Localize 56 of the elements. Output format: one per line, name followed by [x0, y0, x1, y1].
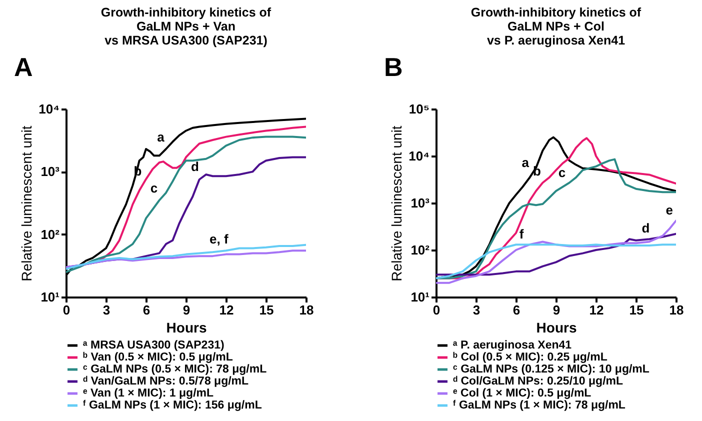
x-tick-label: 9: [182, 302, 190, 318]
legend-label: ᵇ Van (0.5 × MIC): 0.5 μg/mL: [83, 352, 233, 364]
x-axis-title: Hours: [166, 320, 207, 336]
text: B: [384, 52, 403, 82]
annotation: e, f: [210, 232, 229, 247]
legend-label: ᶠ GaLM NPs (1 × MIC): 156 μg/mL: [83, 400, 262, 412]
x-tick-label: 12: [219, 302, 234, 318]
line-series: [436, 244, 676, 280]
y-tick-label: 10¹: [40, 290, 60, 304]
y-tick-label: 10⁴: [408, 148, 430, 164]
x-tick-label: 18: [299, 302, 314, 318]
legend-label: ᶜ GaLM NPs (0.125 × MIC): 10 μg/mL: [453, 364, 650, 376]
line-series: [66, 250, 306, 268]
y-tick-label: 10²: [40, 226, 60, 242]
y-tick-label: 10¹: [410, 290, 430, 304]
y-axis-title: Relative luminescent unit: [18, 126, 35, 282]
legend-label: ᵉ Van (1 × MIC): 1 μg/mL: [83, 388, 214, 400]
annotation: d: [642, 220, 650, 236]
legend-label: ᵈ Col/GaLM NPs: 0.25/10 μg/mL: [453, 376, 624, 388]
annotation: c: [558, 165, 566, 180]
annotation: f: [519, 226, 524, 242]
x-tick-label: 9: [552, 302, 560, 318]
legend-label: ᵉ Col (1 × MIC): 0.5 μg/mL: [453, 388, 592, 400]
x-tick-label: 15: [629, 302, 644, 318]
y-tick-label: 10³: [410, 196, 430, 210]
annotation: c: [150, 180, 158, 196]
x-tick-label: 12: [589, 302, 604, 318]
line-series: [66, 244, 306, 270]
x-tick-label: 18: [669, 302, 684, 318]
legend-label: ᶜ GaLM NPs (0.5 × MIC): 78 μg/mL: [83, 364, 267, 376]
y-tick-label: 10³: [40, 164, 60, 180]
legend-label: ᵃ P. aeruginosa Xen41: [453, 340, 572, 352]
y-tick-label: 10²: [410, 242, 430, 258]
annotation: a: [522, 155, 530, 170]
annotation: a: [157, 129, 166, 144]
chart-title: Growth-inhibitory kinetics of GaLM NPs + Van vs MRSA USA300 (SAP231): [100, 6, 272, 48]
chart-title: Growth-inhibitory kinetics of GaLM NPs + Col vs P. aeruginosa Xen41: [470, 6, 642, 48]
text: A: [14, 52, 33, 82]
x-tick-label: 6: [512, 302, 520, 318]
x-tick-label: 15: [259, 302, 274, 318]
y-tick-label: 10⁵: [408, 102, 430, 116]
line-series: [436, 220, 676, 284]
x-tick-label: 6: [142, 302, 150, 318]
y-tick-label: 10⁴: [38, 102, 60, 116]
y-axis-title: Relative luminescent unit: [388, 126, 405, 282]
x-axis-title: Hours: [536, 320, 577, 336]
legend-label: ᶠ GaLM NPs (1 × MIC): 78 μg/mL: [453, 400, 626, 412]
x-tick-label: 3: [472, 302, 480, 318]
annotation: d: [191, 159, 200, 174]
legend-label: ᵈ Van/GaLM NPs: 0.5/78 μg/mL: [83, 376, 249, 388]
legend-label: ᵃ MRSA USA300 (SAP231): [83, 340, 224, 352]
x-tick-label: 3: [102, 302, 110, 318]
legend-label: ᵇ Col (0.5 × MIC): 0.25 μg/mL: [453, 352, 608, 364]
x-tick-label: 0: [432, 302, 440, 318]
annotation: e: [666, 202, 673, 218]
x-tick-label: 0: [62, 302, 70, 318]
